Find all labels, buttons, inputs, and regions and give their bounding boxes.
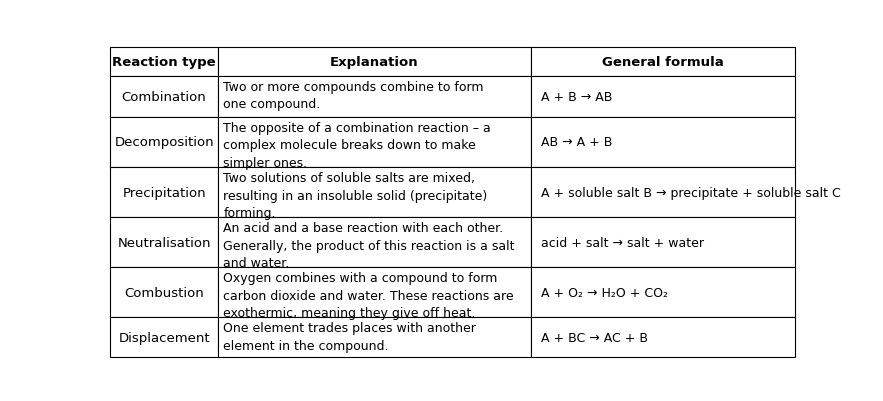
Text: Combination: Combination (122, 91, 207, 103)
Bar (110, 117, 218, 168)
Bar (532, 117, 795, 168)
Text: AB → A + B: AB → A + B (541, 136, 613, 149)
Bar (110, 168, 218, 218)
Bar (532, 48, 795, 77)
Text: A + B → AB: A + B → AB (541, 91, 613, 103)
Text: Combustion: Combustion (125, 286, 204, 299)
Text: Two or more compounds combine to form
one compound.: Two or more compounds combine to form on… (223, 81, 484, 111)
Text: Decomposition: Decomposition (114, 136, 214, 149)
Text: A + O₂ → H₂O + CO₂: A + O₂ → H₂O + CO₂ (541, 286, 668, 299)
Bar (532, 218, 795, 267)
Bar (218, 267, 532, 318)
Text: A + soluble salt B → precipitate + soluble salt C: A + soluble salt B → precipitate + solub… (541, 186, 841, 199)
Text: Reaction type: Reaction type (112, 56, 216, 69)
Bar (218, 77, 532, 117)
Bar (218, 168, 532, 218)
Bar (110, 77, 218, 117)
Bar (110, 218, 218, 267)
Text: Neutralisation: Neutralisation (117, 236, 211, 249)
Text: General formula: General formula (602, 56, 724, 69)
Text: acid + salt → salt + water: acid + salt → salt + water (541, 236, 704, 249)
Bar (218, 318, 532, 357)
Bar (110, 267, 218, 318)
Text: An acid and a base reaction with each other.
Generally, the product of this reac: An acid and a base reaction with each ot… (223, 222, 515, 269)
Text: Two solutions of soluble salts are mixed,
resulting in an insoluble solid (preci: Two solutions of soluble salts are mixed… (223, 172, 487, 219)
Bar (218, 117, 532, 168)
Bar (532, 318, 795, 357)
Bar (532, 168, 795, 218)
Bar (110, 318, 218, 357)
Text: The opposite of a combination reaction – a
complex molecule breaks down to make
: The opposite of a combination reaction –… (223, 122, 491, 170)
Bar (532, 77, 795, 117)
Text: Explanation: Explanation (330, 56, 419, 69)
Text: A + BC → AC + B: A + BC → AC + B (541, 331, 648, 344)
Bar (110, 48, 218, 77)
Text: One element trades places with another
element in the compound.: One element trades places with another e… (223, 322, 476, 352)
Text: Precipitation: Precipitation (122, 186, 206, 199)
Bar (532, 267, 795, 318)
Text: Oxygen combines with a compound to form
carbon dioxide and water. These reaction: Oxygen combines with a compound to form … (223, 271, 514, 320)
Bar (218, 218, 532, 267)
Bar (218, 48, 532, 77)
Text: Displacement: Displacement (118, 331, 210, 344)
